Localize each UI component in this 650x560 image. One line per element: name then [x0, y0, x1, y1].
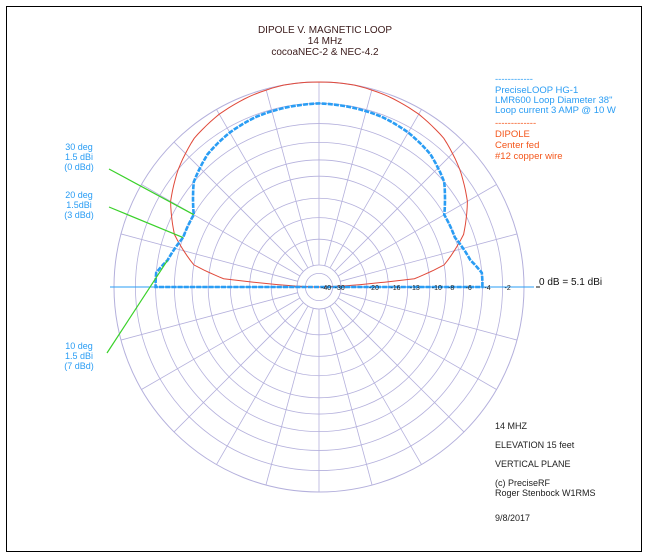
grid-spoke: [337, 297, 497, 390]
loop-legend-dashes: ------------: [495, 74, 533, 85]
grid-spoke: [324, 88, 373, 266]
annotation-30deg-pointer: [108, 168, 195, 216]
chart-title-line1: DIPOLE V. MAGNETIC LOOP: [257, 25, 393, 36]
chart-frame: -40 -30 -20 -16 -13 -10 -8 -6 -4 -2 DIPOLE V. MAG…: [6, 6, 642, 552]
dipole-pattern-curve: [170, 81, 468, 288]
annotation-10deg-line1: 10 deg: [65, 341, 93, 351]
grid-spoke: [334, 141, 465, 272]
grid-spoke: [141, 297, 301, 390]
polar-plot: -40 -30 -20 -16 -13 -10 -8 -6 -4 -2: [106, 81, 540, 493]
radial-tick-label: -30: [335, 285, 345, 292]
dipole-pattern-group: [170, 81, 468, 288]
annotation-10deg-line2: 1.5 dBi: [64, 351, 94, 361]
radial-tick-label: -40: [321, 285, 331, 292]
annotation-20deg-pointer: [108, 206, 184, 239]
radial-tick-label: -4: [484, 285, 490, 292]
radial-tick-labels: -40 -30 -20 -16 -13 -10 -8 -6 -4 -2: [321, 285, 511, 292]
grid-spoke: [173, 141, 304, 272]
annotation-30deg-line2: 1.5 dBi: [64, 152, 94, 162]
loop-legend-line3: Loop current 3 AMP @ 10 W: [495, 105, 616, 116]
radial-tick-label: -13: [410, 285, 420, 292]
grid-spoke: [340, 292, 518, 341]
radial-tick-label: -16: [390, 285, 400, 292]
grid-spoke: [265, 308, 314, 486]
annotation-20deg-line3: (3 dBd): [64, 210, 94, 220]
grid-spoke: [141, 184, 301, 277]
radial-tick-label: -8: [448, 285, 454, 292]
grid-spoke: [173, 302, 304, 433]
radial-tick-label: -6: [466, 285, 472, 292]
grid-spoke: [337, 184, 497, 277]
radial-tick-label: -20: [369, 285, 379, 292]
annotation-10deg-line3: (7 dBd): [64, 361, 94, 371]
grid-spoke: [120, 292, 298, 341]
grid-spoke: [334, 302, 465, 433]
grid-spoke: [120, 233, 298, 282]
radial-tick-label: -2: [505, 285, 511, 292]
grid-spoke: [265, 88, 314, 266]
info-elevation: ELEVATION 15 feet: [495, 440, 575, 450]
radial-tick-label: -10: [432, 285, 442, 292]
annotation-lines: [106, 168, 195, 354]
annotation-20deg-line1: 20 deg: [65, 190, 93, 200]
annotation-10deg-pointer: [106, 259, 168, 354]
loop-legend-line1: PreciseLOOP HG-1: [495, 85, 579, 96]
dipole-legend-line2: Center fed: [495, 140, 540, 151]
dipole-legend-line1: DIPOLE: [495, 129, 530, 140]
chart-title-line3: cocoaNEC-2 & NEC-4.2: [271, 47, 379, 58]
dipole-legend-line3: #12 copper wire: [495, 151, 563, 162]
loop-pattern-curve: [154, 102, 484, 289]
grid-spoke: [329, 305, 422, 465]
grid-spoke: [324, 308, 373, 486]
loop-legend-line2: LMR600 Loop Diameter 38": [495, 95, 613, 106]
grid-spoke: [340, 233, 518, 282]
annotation-30deg-line1: 30 deg: [65, 142, 93, 152]
info-date: 9/8/2017: [495, 513, 531, 523]
grid-spoke: [216, 109, 309, 269]
annotation-30deg-line3: (0 dBd): [64, 162, 94, 172]
chart-title-line2: 14 MHz: [307, 36, 343, 47]
info-plane: VERTICAL PLANE: [495, 459, 571, 469]
info-frequency: 14 MHZ: [495, 421, 528, 431]
grid-spoke: [329, 109, 422, 269]
info-credit-line1: (c) PreciseRF: [495, 478, 551, 488]
grid-spoke: [216, 305, 309, 465]
annotation-20deg-line2: 1.5dBi: [66, 200, 92, 210]
dipole-legend-dashes: -------------: [495, 118, 537, 129]
zero-db-reference: 0 dB = 5.1 dBi: [539, 277, 603, 288]
loop-pattern-group: [154, 102, 484, 289]
info-credit-line2: Roger Stenbock W1RMS: [495, 488, 596, 498]
